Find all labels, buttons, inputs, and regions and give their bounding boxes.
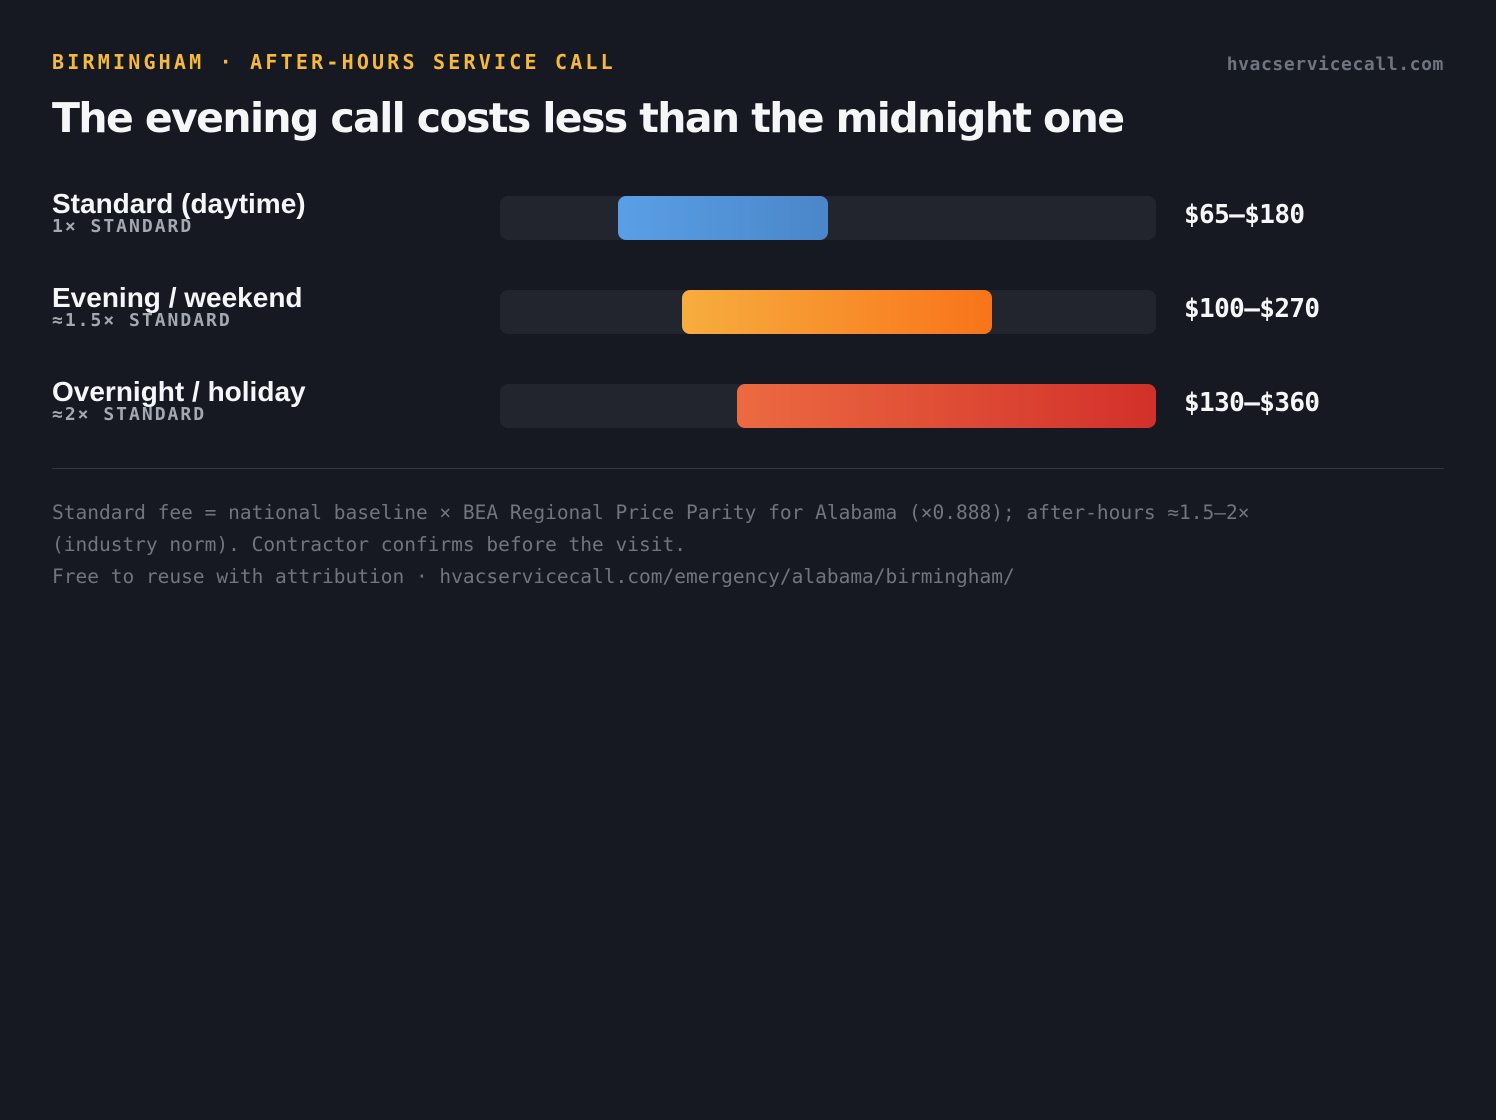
rate-multiplier: 1× STANDARD xyxy=(52,216,194,237)
site-domain: hvacservicecall.com xyxy=(1226,54,1444,75)
chart-eyebrow: BIRMINGHAM · AFTER-HOURS SERVICE CALL xyxy=(52,50,616,74)
price-range-label: $100–$270 xyxy=(1184,294,1320,324)
rate-label: Evening / weekend xyxy=(52,282,303,313)
price-range-label: $65–$180 xyxy=(1184,200,1305,230)
chart-title: The evening call costs less than the mid… xyxy=(52,94,1125,142)
rate-row-evening: Evening / weekend ≈1.5× STANDARD $100–$270 xyxy=(52,282,1444,342)
range-bar-standard xyxy=(618,196,828,240)
range-bar-overnight xyxy=(736,384,1156,428)
rate-row-overnight: Overnight / holiday ≈2× STANDARD $130–$360 xyxy=(52,376,1444,436)
rate-multiplier: ≈1.5× STANDARD xyxy=(52,310,232,331)
rate-label: Standard (daytime) xyxy=(52,188,306,219)
divider xyxy=(52,468,1444,469)
methodology-note-line1: Standard fee = national baseline × BEA R… xyxy=(52,501,1250,524)
range-track xyxy=(500,290,1156,334)
footnotes: Standard fee = national baseline × BEA R… xyxy=(52,497,1444,593)
rate-label: Overnight / holiday xyxy=(52,376,306,407)
price-range-label: $130–$360 xyxy=(1184,388,1320,418)
rate-multiplier: ≈2× STANDARD xyxy=(52,404,207,425)
range-track xyxy=(500,196,1156,240)
range-track xyxy=(500,384,1156,428)
rate-row-standard: Standard (daytime) 1× STANDARD $65–$180 xyxy=(52,188,1444,248)
range-bar-evening xyxy=(682,290,992,334)
methodology-note-line2: (industry norm). Contractor confirms bef… xyxy=(52,533,686,556)
attribution-note: Free to reuse with attribution · hvacser… xyxy=(52,565,1015,588)
